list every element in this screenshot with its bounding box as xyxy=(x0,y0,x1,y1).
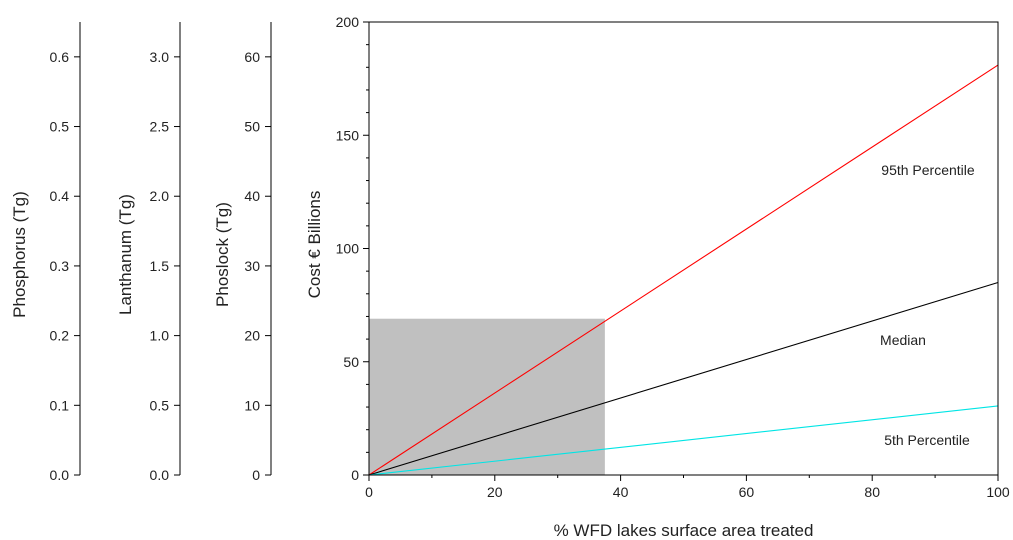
series-annotation-0: 95th Percentile xyxy=(881,162,975,178)
y-tick-label: 150 xyxy=(336,127,360,143)
series-line-0 xyxy=(368,64,999,476)
x-tick-label: 0 xyxy=(365,484,373,500)
extra-axis-tick-label: 30 xyxy=(244,258,260,274)
extra-axis-label-0: Phosphorus (Tg) xyxy=(10,191,29,318)
extra-axis-tick-label: 0.2 xyxy=(50,328,70,344)
extra-axis-tick-label: 2.5 xyxy=(150,119,170,135)
extra-axis-tick-label: 0.0 xyxy=(50,467,70,483)
series-line-2 xyxy=(368,405,999,476)
extra-axis-tick-label: 20 xyxy=(244,328,260,344)
extra-axis-tick-label: 0.0 xyxy=(150,467,170,483)
x-tick-label: 40 xyxy=(613,484,629,500)
series-line-1 xyxy=(368,281,999,476)
extra-axis-tick-label: 0.4 xyxy=(50,188,70,204)
extra-axis-tick-label: 40 xyxy=(244,188,260,204)
extra-axis-tick-label: 0.6 xyxy=(50,49,70,65)
x-axis-label: % WFD lakes surface area treated xyxy=(554,521,814,540)
extra-axis-tick-label: 60 xyxy=(244,49,260,65)
y-tick-label: 50 xyxy=(343,354,359,370)
extra-axis-tick-label: 0.1 xyxy=(50,397,70,413)
extra-axis-tick-label: 0.5 xyxy=(150,397,170,413)
extra-axis-label-1: Lanthanum (Tg) xyxy=(116,194,135,315)
y-tick-label: 100 xyxy=(336,241,360,257)
extra-axis-tick-label: 1.5 xyxy=(150,258,170,274)
extra-axis-tick-label: 2.0 xyxy=(150,188,170,204)
series-annotation-1: Median xyxy=(880,332,926,348)
y-tick-label: 200 xyxy=(336,14,360,30)
y-axis-label: Cost € Billions xyxy=(305,191,324,299)
extra-axes: 0.0 0.1 0.2 0.3 0.4 0.5 0.6 Phosphorus (Tg) 0.0 0… xyxy=(10,22,272,483)
x-tick-label: 20 xyxy=(487,484,503,500)
extra-axis-tick-label: 3.0 xyxy=(150,49,170,65)
series-annotation-2: 5th Percentile xyxy=(884,432,970,448)
y-tick-label: 0 xyxy=(351,467,359,483)
extra-axis-label-2: Phoslock (Tg) xyxy=(213,202,232,307)
x-tick-label: 80 xyxy=(864,484,880,500)
main-plot: 0 20 40 60 80 100 0 50 100 150 200 % WFD lakes surf… xyxy=(305,14,1010,540)
extra-axis-tick-label: 1.0 xyxy=(150,328,170,344)
extra-axis-tick-label: 0.3 xyxy=(50,258,70,274)
extra-axis-tick-label: 0 xyxy=(252,467,260,483)
extra-axis-tick-label: 50 xyxy=(244,119,260,135)
extra-axis-tick-label: 10 xyxy=(244,397,260,413)
extra-axis-tick-label: 0.5 xyxy=(50,119,70,135)
x-tick-label: 60 xyxy=(739,484,755,500)
x-tick-label: 100 xyxy=(986,484,1010,500)
